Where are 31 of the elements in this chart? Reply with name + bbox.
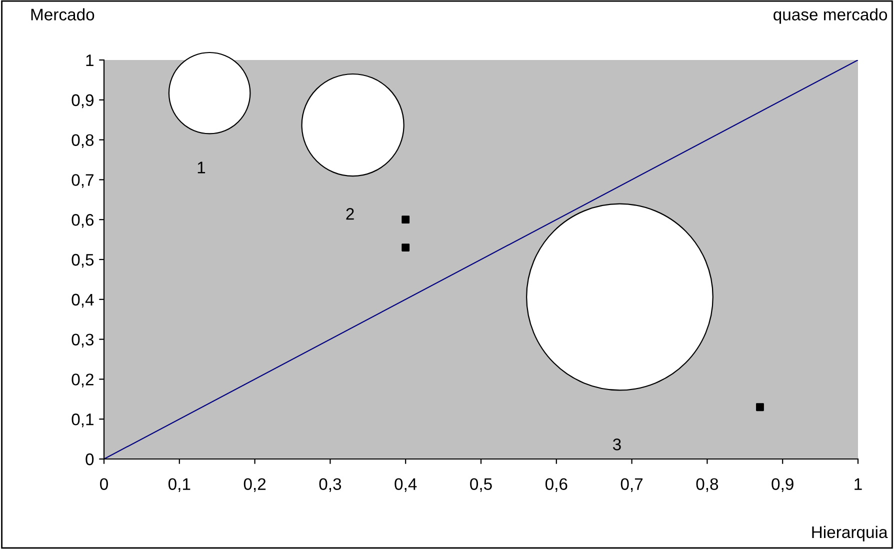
x-tick-label: 0,1 (168, 478, 190, 492)
annotation: 3 (612, 438, 621, 450)
y-tick-label: 0,3 (72, 334, 94, 348)
x-tick-label: 1 (854, 478, 862, 490)
y-tick-label: 0,4 (72, 294, 94, 308)
x-tick-label: 0,3 (319, 478, 342, 492)
x-tick-label: 0,4 (394, 478, 417, 492)
x-tick-label: 0,8 (696, 478, 718, 492)
x-tick-label: 0,5 (470, 478, 492, 492)
x-tick-label: 0,2 (244, 478, 266, 492)
y-tick-label: 0,5 (72, 254, 94, 268)
annotation: 2 (346, 208, 354, 220)
y-tick-label: 1 (86, 54, 94, 66)
point (756, 403, 764, 412)
x-tick-label: 0,7 (620, 478, 643, 492)
x-axis-title: Hierarquia (812, 526, 888, 542)
y-tick-label: 0,1 (72, 414, 94, 428)
annotation: 1 (198, 162, 206, 174)
y-tick-label: 0,9 (72, 94, 94, 108)
point (402, 244, 410, 252)
x-tick-label: 0,6 (545, 478, 568, 492)
y-tick-label: 0,8 (72, 134, 94, 148)
text: quase mercado (774, 8, 888, 24)
y-tick-label: 0,7 (72, 174, 94, 188)
x-tick-label: 0,9 (772, 478, 794, 492)
y-axis-title: Mercado (31, 8, 94, 20)
y-tick-label: 0,6 (72, 214, 94, 228)
point (402, 216, 410, 224)
x-tick-label: 0 (100, 478, 108, 490)
y-tick-label: 0,2 (72, 374, 94, 388)
y-tick-label: 0 (86, 453, 94, 466)
